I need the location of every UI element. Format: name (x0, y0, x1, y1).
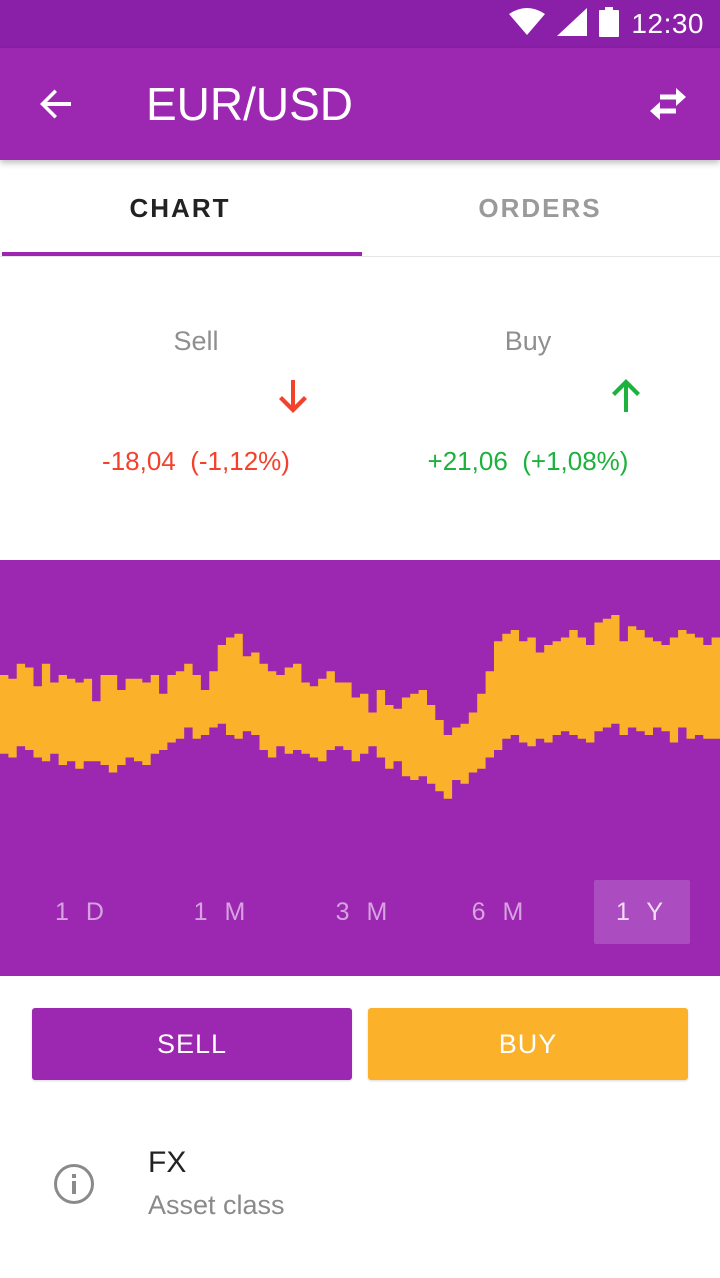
period-selector: 1 D 1 M 3 M 6 M 1 Y (0, 880, 720, 944)
arrow-back-icon (40, 89, 71, 119)
tab-orders[interactable]: ORDERS (478, 192, 602, 223)
tab-bar: CHART ORDERS (0, 160, 720, 257)
swap-button[interactable] (642, 78, 694, 130)
period-1m[interactable]: 1 M (193, 897, 251, 926)
signal-icon (557, 7, 588, 41)
asset-class-value: FX (148, 1146, 187, 1179)
period-6m[interactable]: 6 M (471, 897, 529, 926)
buy-change-percent: (+1,08%) (522, 446, 629, 476)
sell-button[interactable]: SELL (32, 1008, 352, 1080)
tab-chart[interactable]: CHART (129, 192, 231, 223)
period-1d[interactable]: 1 D (55, 897, 109, 926)
page-title: EUR/USD (146, 78, 354, 130)
arrow-down-icon (279, 380, 307, 413)
period-3m[interactable]: 3 M (335, 897, 393, 926)
info-icon (54, 1164, 94, 1204)
arrow-up-icon (612, 379, 640, 412)
wifi-icon (509, 7, 546, 41)
buy-label: Buy (504, 326, 552, 356)
buy-change-value: +21,06 (427, 446, 508, 476)
status-bar: 12:30 (0, 0, 720, 48)
sell-change: -18,04 (-1,12%) (16, 446, 376, 477)
chart-svg (0, 615, 720, 880)
battery-icon (599, 6, 620, 42)
swap-horizontal-icon (650, 88, 686, 120)
tab-indicator (2, 252, 362, 256)
back-button[interactable] (28, 78, 84, 130)
buy-change: +21,06 (+1,08%) (348, 446, 708, 477)
sell-label: Sell (173, 326, 219, 356)
period-1y[interactable]: 1 Y (594, 880, 690, 944)
app-bar: EUR/USD (0, 48, 720, 160)
status-time: 12:30 (631, 8, 704, 39)
chart-area-lower (0, 723, 720, 880)
buy-button[interactable]: BUY (368, 1008, 688, 1080)
asset-class-label: Asset class (148, 1190, 285, 1220)
sell-change-value: -18,04 (102, 446, 176, 476)
status-icons: 12:30 (509, 0, 704, 48)
sell-change-percent: (-1,12%) (190, 446, 290, 476)
